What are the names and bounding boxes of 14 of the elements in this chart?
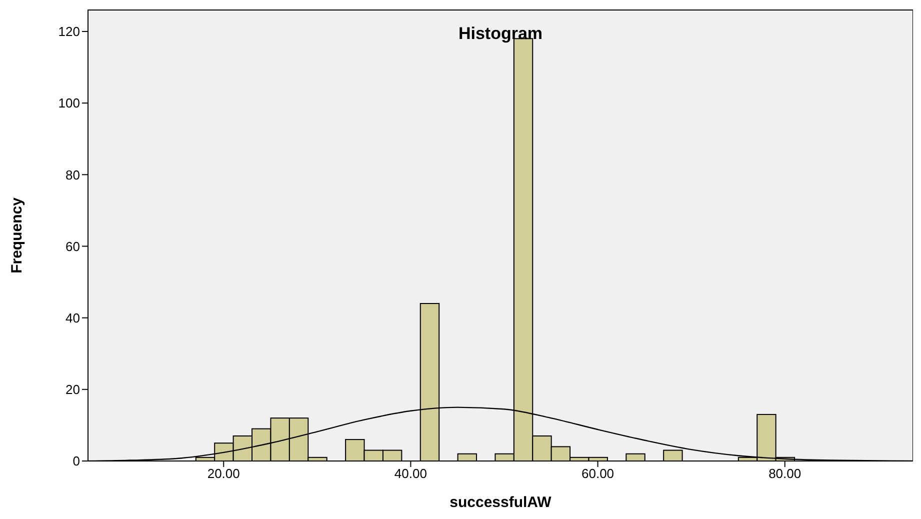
y-tick-label: 20 — [66, 382, 80, 398]
x-tick-label: 20.00 — [207, 466, 240, 482]
y-axis-title: Frequency — [8, 196, 26, 274]
y-tick-label: 120 — [58, 24, 80, 40]
y-tick-label: 100 — [58, 96, 80, 111]
y-tick-label: 40 — [66, 310, 80, 326]
text: Histogram — [457, 24, 544, 44]
y-tick-label: 80 — [66, 167, 80, 182]
y-tick-label: 0 — [72, 454, 80, 469]
x-tick-label: 60.00 — [582, 466, 614, 482]
x-axis-title: successfulAW — [450, 494, 552, 511]
y-tick-label: 60 — [66, 238, 80, 254]
x-tick-label: 40.00 — [394, 466, 427, 482]
x-tick-label: 80.00 — [768, 466, 802, 482]
